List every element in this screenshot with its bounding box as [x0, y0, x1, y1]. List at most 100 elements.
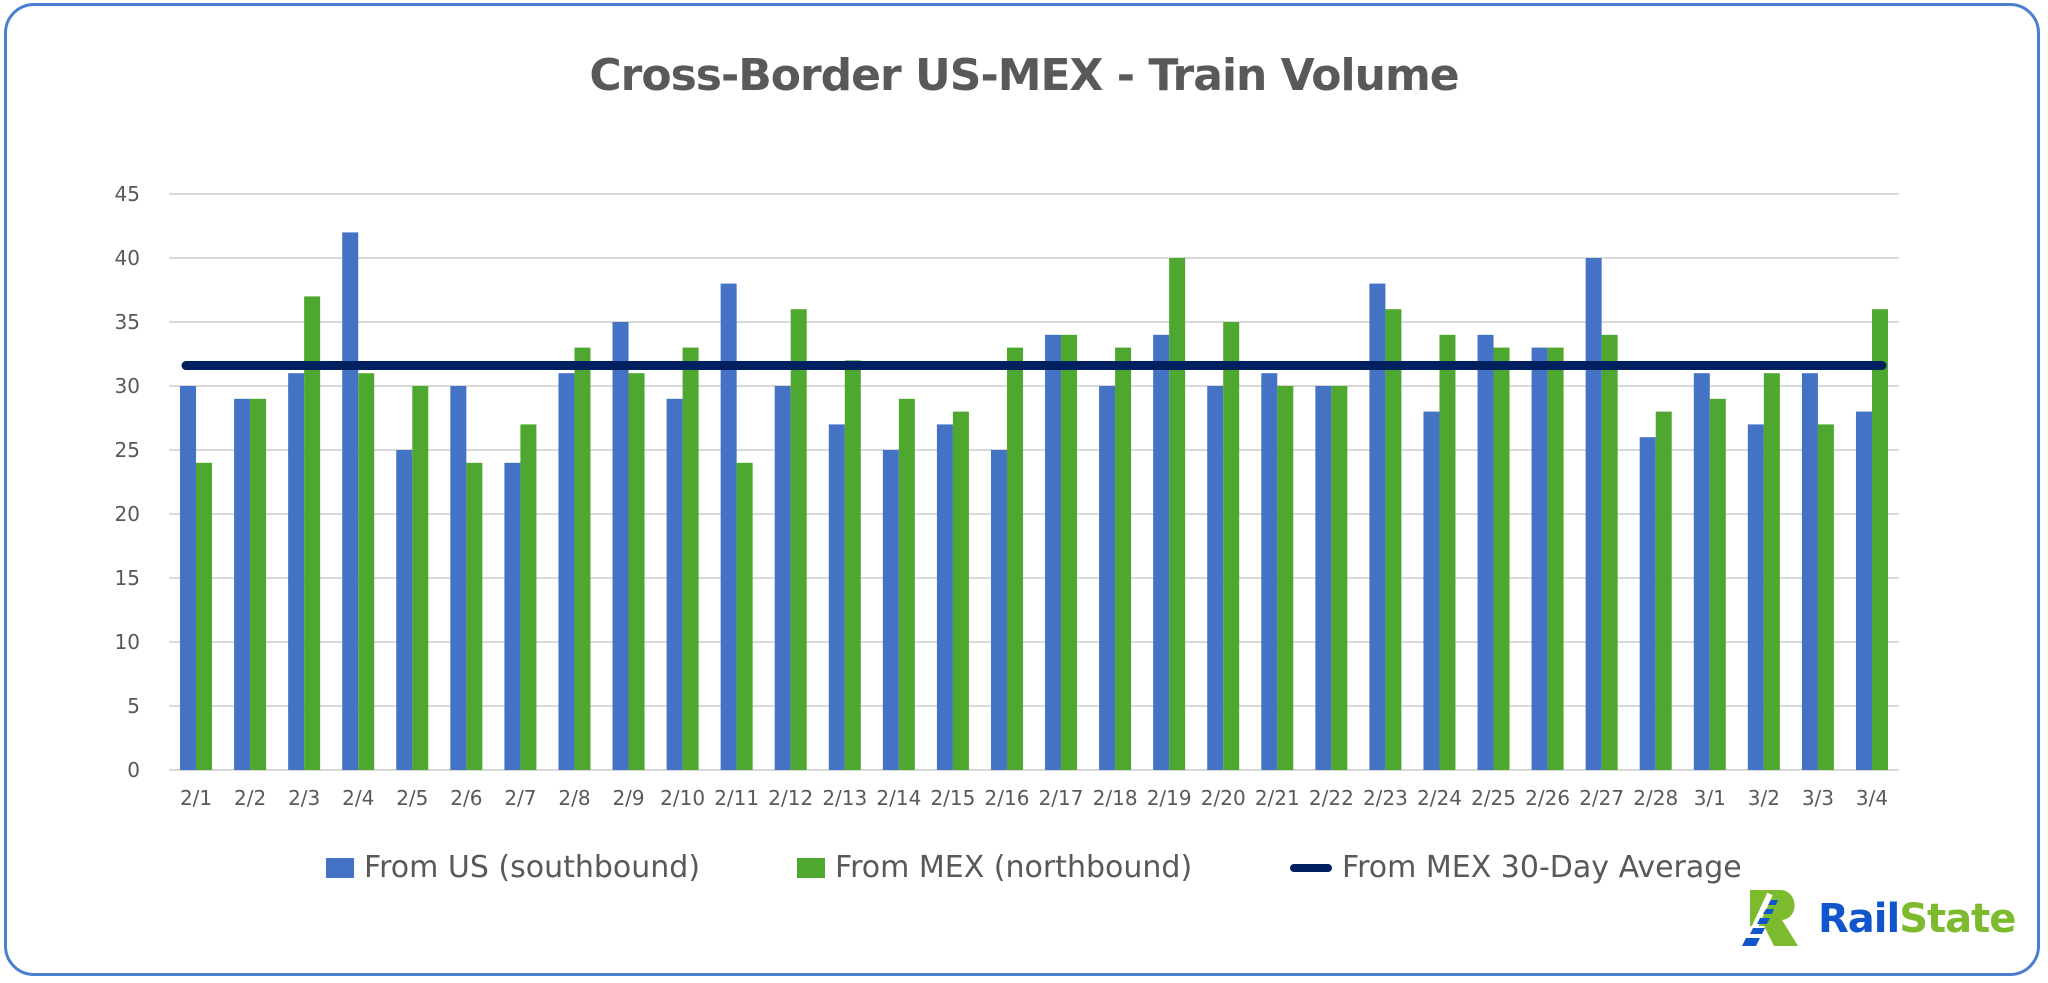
bar-mex	[1493, 347, 1510, 770]
bar-us	[1045, 334, 1062, 770]
x-tick-label: 2/20	[1201, 786, 1246, 810]
y-tick-label: 15	[115, 566, 140, 590]
chart-title: Cross-Border US-MEX - Train Volume	[589, 50, 1459, 101]
bar-us	[1855, 411, 1872, 770]
x-tick-label: 2/14	[876, 786, 921, 810]
x-tick-label: 3/3	[1802, 786, 1834, 810]
x-tick-label: 2/15	[930, 786, 975, 810]
x-tick-label: 2/12	[768, 786, 813, 810]
bar-mex	[412, 386, 429, 770]
bar-mex	[1655, 411, 1672, 770]
bar-us	[774, 386, 791, 770]
bar-mex	[1331, 386, 1348, 770]
logo-wordmark: RailState	[1818, 896, 2016, 942]
bar-us	[612, 322, 629, 770]
bar-mex	[520, 424, 537, 770]
x-tick-label: 2/26	[1525, 786, 1570, 810]
bar-mex	[1709, 398, 1726, 770]
bar-mex	[1547, 347, 1564, 770]
bar-us	[1423, 411, 1440, 770]
bar-us	[450, 386, 467, 770]
legend-label-mex: From MEX (northbound)	[835, 850, 1193, 885]
bar-mex	[682, 347, 699, 770]
bar-us	[1585, 258, 1602, 770]
bar-mex	[1006, 347, 1023, 770]
x-tick-label: 2/28	[1633, 786, 1678, 810]
x-tick-label: 2/23	[1363, 786, 1408, 810]
bar-us	[180, 386, 197, 770]
legend-item-us: From US (southbound)	[326, 850, 700, 885]
bar-us	[1801, 373, 1818, 770]
bar-us	[990, 450, 1007, 770]
bar-mex	[628, 373, 645, 770]
bar-us	[558, 373, 575, 770]
x-tick-label: 3/2	[1748, 786, 1780, 810]
bar-mex	[1115, 347, 1132, 770]
x-tick-label: 2/19	[1147, 786, 1192, 810]
x-tick-label: 2/2	[234, 786, 266, 810]
bar-us	[720, 283, 737, 770]
bar-mex	[1817, 424, 1834, 770]
x-tick-label: 2/8	[558, 786, 590, 810]
x-tick-label: 2/10	[660, 786, 705, 810]
bar-mex	[466, 462, 483, 770]
y-tick-label: 40	[115, 246, 140, 270]
bar-us	[1261, 373, 1278, 770]
x-tick-label: 2/21	[1255, 786, 1300, 810]
x-tick-label: 2/7	[504, 786, 536, 810]
bar-us	[1369, 283, 1386, 770]
chart-frame	[4, 3, 2040, 976]
x-tick-label: 2/1	[180, 786, 212, 810]
y-tick-label: 20	[115, 502, 140, 526]
bar-mex	[844, 360, 861, 770]
legend-swatch-mex	[797, 857, 825, 878]
y-tick-label: 25	[115, 438, 140, 462]
bar-us	[1639, 437, 1656, 770]
railstate-logo-icon	[1742, 890, 1798, 948]
x-tick-label: 2/3	[288, 786, 320, 810]
y-tick-label: 10	[115, 630, 140, 654]
y-tick-label: 5	[127, 694, 140, 718]
bar-mex	[1385, 309, 1402, 770]
legend-item-mex: From MEX (northbound)	[797, 850, 1192, 885]
x-tick-label: 2/24	[1417, 786, 1462, 810]
bar-us	[828, 424, 845, 770]
bar-mex	[196, 462, 213, 770]
bar-us	[882, 450, 899, 770]
bar-us	[396, 450, 413, 770]
bar-us	[1693, 373, 1710, 770]
y-tick-label: 35	[115, 310, 140, 334]
bar-us	[1207, 386, 1224, 770]
legend-swatch-us	[326, 857, 354, 878]
bar-us	[1477, 334, 1494, 770]
legend-label-average: From MEX 30-Day Average	[1342, 850, 1742, 885]
bar-mex	[1223, 322, 1240, 770]
bar-us	[1153, 334, 1170, 770]
x-tick-label: 2/4	[342, 786, 374, 810]
y-tick-label: 30	[115, 374, 140, 398]
bar-us	[1531, 347, 1548, 770]
bar-mex	[574, 347, 591, 770]
legend-item-average: From MEX 30-Day Average	[1290, 850, 1742, 885]
bar-us	[1747, 424, 1764, 770]
bar-mex	[952, 411, 969, 770]
legend-label-us: From US (southbound)	[364, 850, 701, 885]
bar-us	[288, 373, 305, 770]
x-tick-label: 2/22	[1309, 786, 1354, 810]
y-tick-label: 0	[127, 758, 140, 782]
railstate-logo: RailState	[1740, 890, 2016, 948]
x-tick-label: 2/25	[1471, 786, 1516, 810]
bar-mex	[1871, 309, 1888, 770]
x-tick-label: 2/18	[1093, 786, 1138, 810]
bar-mex	[250, 398, 267, 770]
bar-mex	[1169, 258, 1186, 770]
bar-mex	[1439, 334, 1456, 770]
bar-mex	[1061, 334, 1078, 770]
bar-mex	[736, 462, 753, 770]
bar-mex	[304, 296, 321, 770]
bar-mex	[790, 309, 807, 770]
x-tick-label: 2/6	[450, 786, 482, 810]
x-tick-label: 2/17	[1039, 786, 1084, 810]
x-tick-label: 2/11	[714, 786, 759, 810]
